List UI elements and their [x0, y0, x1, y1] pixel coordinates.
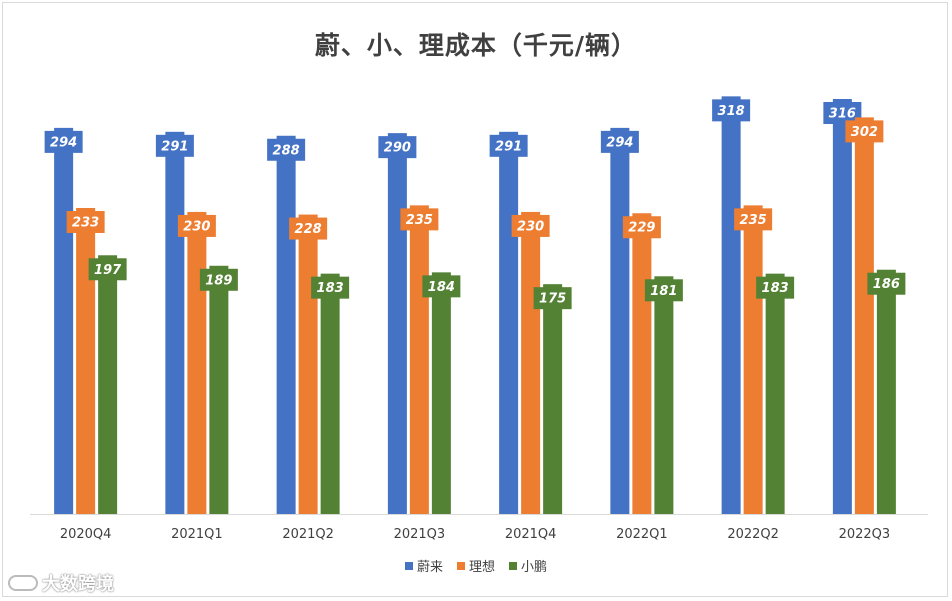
data-label-box — [622, 216, 661, 239]
watermark: 大数跨境 — [8, 570, 114, 596]
data-label: 294 — [606, 135, 633, 150]
watermark-logo-icon — [8, 575, 38, 591]
data-label-box — [289, 217, 328, 240]
data-label: 197 — [94, 263, 122, 278]
data-label-box — [734, 208, 773, 231]
data-label-box — [712, 99, 751, 122]
bar-2-2021Q3 — [431, 272, 451, 514]
legend-label: 理想 — [468, 560, 495, 575]
bar-0-2021Q1 — [165, 131, 185, 514]
data-label: 230 — [183, 219, 210, 234]
data-label-box — [311, 276, 350, 299]
watermark-text: 大数跨境 — [42, 574, 114, 595]
bar-1-2022Q2 — [743, 205, 763, 514]
data-label-box — [400, 208, 439, 231]
data-label: 229 — [628, 221, 655, 236]
data-label-box — [489, 134, 528, 157]
data-label-box — [177, 214, 216, 237]
data-label: 189 — [205, 273, 232, 288]
x-tick-label: 2021Q1 — [171, 527, 223, 542]
bar-2-2022Q3 — [876, 269, 896, 514]
x-tick-label: 2022Q1 — [616, 527, 668, 542]
legend-item: 蔚来 — [404, 556, 443, 575]
bar-1-2021Q2 — [298, 214, 318, 514]
bar-1-2021Q3 — [409, 205, 429, 514]
data-label: 291 — [161, 139, 188, 154]
data-label-box — [533, 287, 572, 310]
data-label: 316 — [829, 106, 856, 121]
data-label: 175 — [539, 292, 566, 307]
bar-0-2021Q4 — [499, 131, 519, 514]
bar-1-2022Q3 — [854, 117, 874, 514]
data-label: 294 — [50, 135, 77, 150]
bar-0-2020Q4 — [54, 127, 74, 514]
bar-2-2020Q4 — [98, 255, 118, 515]
data-label-box — [845, 120, 884, 143]
data-label-box — [600, 130, 639, 153]
bar-2-2021Q1 — [209, 265, 229, 514]
bar-0-2022Q1 — [610, 127, 630, 514]
bar-1-2022Q1 — [632, 213, 652, 514]
x-tick-label: 2020Q4 — [60, 527, 112, 542]
bar-0-2022Q3 — [832, 98, 852, 514]
legend-label: 蔚来 — [416, 560, 443, 575]
legend-item: 小鹏 — [509, 556, 547, 575]
data-label-box — [66, 210, 105, 233]
bar-2-2022Q1 — [654, 276, 674, 514]
data-label-box — [756, 276, 795, 299]
bar-0-2021Q2 — [276, 135, 296, 514]
data-label: 183 — [317, 281, 344, 296]
data-label: 186 — [873, 277, 900, 292]
data-label: 228 — [295, 222, 322, 237]
data-label-box — [44, 130, 83, 153]
x-tick-label: 2022Q3 — [839, 527, 891, 542]
x-tick-label: 2022Q2 — [727, 527, 779, 542]
data-label: 181 — [650, 284, 677, 299]
data-label-box — [867, 272, 906, 295]
chart-title: 蔚、小、理成本（千元/辆） — [314, 31, 638, 60]
data-label: 184 — [428, 280, 455, 295]
data-label: 233 — [72, 215, 99, 230]
data-label: 302 — [851, 125, 878, 140]
legend-swatch — [509, 561, 517, 570]
data-label-box — [511, 214, 550, 237]
data-label: 235 — [406, 213, 433, 228]
data-label: 230 — [517, 219, 544, 234]
data-label: 288 — [273, 143, 300, 158]
bar-1-2020Q4 — [76, 207, 96, 514]
bar-1-2021Q1 — [187, 211, 207, 514]
legend-swatch — [456, 561, 465, 570]
bar-2-2021Q4 — [543, 284, 563, 514]
x-tick-label: 2021Q3 — [394, 527, 446, 542]
legend-item: 理想 — [456, 556, 495, 575]
data-label: 291 — [495, 139, 522, 154]
data-label-box — [88, 258, 127, 281]
data-label-box — [267, 138, 306, 161]
data-label: 183 — [762, 281, 789, 296]
data-label-box — [823, 101, 862, 124]
data-label: 290 — [384, 141, 411, 156]
data-label-box — [155, 134, 194, 157]
data-label: 318 — [718, 104, 745, 119]
bar-2-2021Q2 — [320, 273, 340, 514]
x-tick-label: 2021Q2 — [282, 527, 334, 542]
x-tick-label: 2021Q4 — [505, 527, 557, 542]
bar-1-2021Q4 — [521, 211, 541, 514]
legend-label: 小鹏 — [521, 560, 548, 575]
data-label-box — [422, 275, 461, 298]
bar-0-2022Q2 — [721, 96, 741, 515]
legend-swatch — [404, 561, 413, 570]
data-label-box — [378, 136, 417, 159]
chart-legend: 蔚来 理想 小鹏 — [0, 556, 952, 575]
data-label: 235 — [740, 213, 767, 228]
bar-2-2022Q2 — [765, 273, 785, 514]
data-label-box — [199, 268, 238, 291]
bar-0-2021Q3 — [387, 133, 407, 514]
data-label-box — [644, 279, 683, 302]
